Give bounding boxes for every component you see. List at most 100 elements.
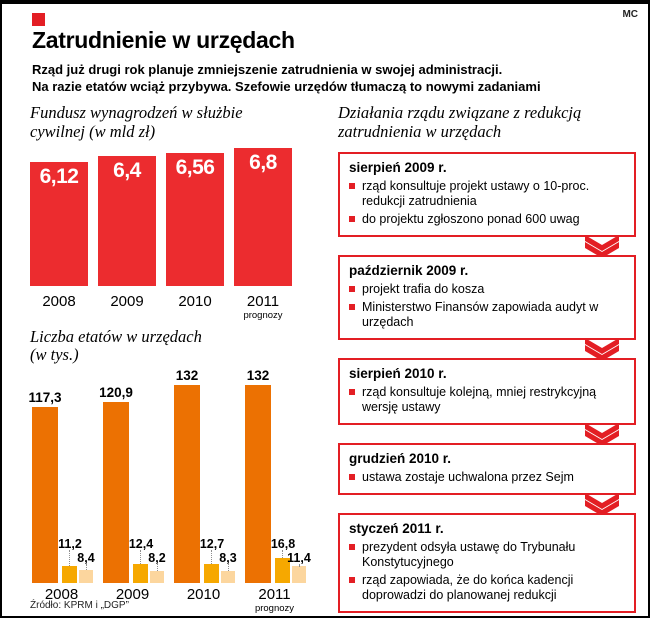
staff-bar xyxy=(79,570,93,584)
leader-line xyxy=(282,550,283,559)
subtitle-line: Rząd już drugi rok planuje zmniejszenie … xyxy=(32,62,503,77)
timeline-item-text: do projektu zgłoszono ponad 600 uwag xyxy=(362,211,580,226)
staff-year-label: 2011 prognozy xyxy=(243,583,306,613)
staff-bar xyxy=(150,571,164,584)
timeline-item-text: ustawa zostaje uchwalona przez Sejm xyxy=(362,469,574,484)
timeline-item-text: Ministerstwo Finansów zapowiada audyt w … xyxy=(362,299,599,329)
timeline-item: ustawa zostaje uchwalona przez Sejm xyxy=(349,470,625,485)
leader-line xyxy=(86,564,87,571)
timeline-date: grudzień 2010 r. xyxy=(349,450,452,466)
salary-bar: 6,8 xyxy=(234,147,292,286)
timeline-item: rząd konsultuje kolejną, mniej restrykcy… xyxy=(349,385,625,415)
salary-chart-bars: 6,12 2008 6,4 2009 6,56 2010 6,8 2011 prognozy xyxy=(30,147,314,320)
timeline-column: Działania rządu związane z redukcją zatr… xyxy=(338,103,636,613)
bullet-square-icon xyxy=(349,215,355,222)
timeline-item: Ministerstwo Finansów zapowiada audyt w … xyxy=(349,300,625,330)
timeline-date: styczeń 2011 r. xyxy=(349,520,444,536)
salary-chart-title: Fundusz wynagrodzeń w służbie cywilnej (… xyxy=(30,103,243,141)
staff-bar-value: 11,2 xyxy=(58,536,82,551)
staff-bar-group: 120,9 12,4 8,2 2009 xyxy=(99,369,166,609)
leader-line xyxy=(157,564,158,572)
staff-bar-value: 8,3 xyxy=(219,550,237,565)
leader-line xyxy=(299,564,300,567)
timeline-item: rząd konsultuje projekt ustawy o 10-proc… xyxy=(349,179,625,209)
brand-square-icon xyxy=(32,13,45,26)
staff-bar-value: 132 xyxy=(175,367,199,383)
salary-bar: 6,4 xyxy=(98,155,156,286)
timeline-item: prezydent odsyła ustawę do Trybunału Kon… xyxy=(349,540,625,570)
page-title: Zatrudnienie w urzędach xyxy=(32,27,295,53)
staff-year-label: 2008 xyxy=(44,586,79,604)
timeline-item-text: prezydent odsyła ustawę do Trybunału Kon… xyxy=(362,539,576,569)
timeline-box: sierpień 2009 r. rząd konsultuje projekt … xyxy=(338,151,636,237)
leader-line xyxy=(211,550,212,565)
timeline: sierpień 2009 r. rząd konsultuje projekt … xyxy=(338,151,636,613)
staff-bar-value: 11,4 xyxy=(287,550,311,565)
staff-bar xyxy=(32,407,58,584)
staff-bar xyxy=(292,566,306,584)
source-note: Źródło: KPRM i „DGP” xyxy=(30,600,129,611)
timeline-date: sierpień 2009 r. xyxy=(349,159,447,175)
subtitle-line: Na razie etatów wciąż przybywa. Szefowie… xyxy=(32,78,541,94)
salary-bar-group: 6,4 2009 xyxy=(98,148,156,320)
salary-year-label: 2008 xyxy=(42,292,76,310)
staff-bar xyxy=(174,385,200,584)
staff-bar xyxy=(103,402,129,584)
timeline-box: sierpień 2010 r. rząd konsultuje kolejną,… xyxy=(338,357,636,425)
timeline-date: sierpień 2010 r. xyxy=(349,365,447,381)
staff-bar-value: 120,9 xyxy=(99,384,133,400)
bullet-square-icon xyxy=(349,303,355,310)
staff-chart-title: Liczba etatów w urzędach (w tys.) xyxy=(30,326,202,365)
staff-bar-value: 12,4 xyxy=(128,536,154,551)
staff-bar-group: 132 12,7 8,3 2010 xyxy=(172,369,237,609)
salary-bar-group: 6,56 2010 xyxy=(166,148,224,320)
staff-chart-groups: 117,3 11,2 8,4 2008 120,9 12,4 8,2 2009 132 12,7 8… xyxy=(28,369,314,614)
staff-bar xyxy=(245,385,271,584)
timeline-item-text: projekt trafia do kosza xyxy=(362,281,485,296)
staff-bar-group: 132 16,8 11,4 2011 prognozy xyxy=(243,369,311,613)
author-initials: MC xyxy=(622,9,638,20)
staff-bar-group: 117,3 11,2 8,4 2008 xyxy=(28,369,94,609)
staff-year-label: 2009 xyxy=(115,586,150,604)
staff-bar-value: 16,8 xyxy=(270,536,296,551)
salary-bar: 6,56 xyxy=(166,152,224,286)
chevron-down-icon xyxy=(585,337,619,361)
bullet-square-icon xyxy=(349,285,355,292)
staff-bar-value: 8,2 xyxy=(148,550,166,565)
timeline-item: do projektu zgłoszono ponad 600 uwag xyxy=(349,212,625,227)
salary-bar-value: 6,8 xyxy=(249,150,277,174)
bullet-square-icon xyxy=(349,388,355,395)
bullet-square-icon xyxy=(349,473,355,480)
leader-line xyxy=(69,550,70,567)
timeline-box: grudzień 2010 r. ustawa zostaje uchwalona… xyxy=(338,442,636,495)
staff-bar xyxy=(62,566,77,584)
staff-bar xyxy=(204,564,219,584)
salary-year-label: 2009 xyxy=(110,292,144,310)
bullet-square-icon xyxy=(349,576,355,583)
staff-year-label: 2010 xyxy=(186,586,221,604)
salary-bar-value: 6,12 xyxy=(39,164,79,188)
salary-bar: 6,12 xyxy=(30,161,88,286)
bullet-square-icon xyxy=(349,543,355,550)
chevron-down-icon xyxy=(585,422,619,446)
staff-bar xyxy=(275,558,290,584)
chevron-down-icon xyxy=(585,492,619,516)
staff-bar-value: 12,7 xyxy=(199,536,225,551)
salary-bar-group: 6,12 2008 xyxy=(30,148,88,320)
bullet-square-icon xyxy=(349,182,355,189)
subtitle: Rząd już drugi rok planuje zmniejszenie … xyxy=(32,62,541,96)
forecast-note: prognozy xyxy=(254,603,295,615)
salary-bar-value: 6,4 xyxy=(113,158,141,182)
timeline-heading: Działania rządu związane z redukcją zatr… xyxy=(338,103,582,141)
chevron-down-icon xyxy=(585,234,619,258)
staff-bar xyxy=(221,571,235,584)
timeline-box: styczeń 2011 r. prezydent odsyła ustawę d… xyxy=(338,512,636,613)
salary-bar-value: 6,56 xyxy=(175,155,215,179)
timeline-item-text: rząd konsultuje kolejną, mniej restrykcy… xyxy=(362,384,597,414)
staff-bar-value: 8,4 xyxy=(77,550,95,565)
leader-line xyxy=(140,550,141,565)
salary-year-label: 2010 xyxy=(178,292,212,310)
timeline-box: październik 2009 r. projekt trafia do kos… xyxy=(338,254,636,340)
staff-bar xyxy=(133,564,148,584)
